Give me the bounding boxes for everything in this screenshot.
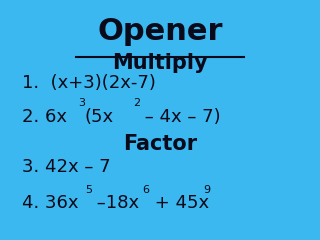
Text: 3. 42x – 7: 3. 42x – 7	[22, 158, 111, 176]
Text: 6: 6	[142, 185, 149, 195]
Text: 2: 2	[133, 98, 140, 108]
Text: + 45x: + 45x	[149, 194, 209, 212]
Text: 4. 36x: 4. 36x	[22, 194, 79, 212]
Text: Factor: Factor	[123, 134, 197, 154]
Text: Opener: Opener	[97, 17, 223, 46]
Text: Multiply: Multiply	[112, 53, 208, 73]
Text: 9: 9	[203, 185, 210, 195]
Text: – 4x – 7): – 4x – 7)	[139, 108, 221, 126]
Text: (5x: (5x	[85, 108, 114, 126]
Text: 1.  (x+3)(2x-7): 1. (x+3)(2x-7)	[22, 74, 156, 92]
Text: –18x: –18x	[91, 194, 139, 212]
Text: 2. 6x: 2. 6x	[22, 108, 68, 126]
Text: 5: 5	[85, 185, 92, 195]
Text: 3: 3	[78, 98, 85, 108]
